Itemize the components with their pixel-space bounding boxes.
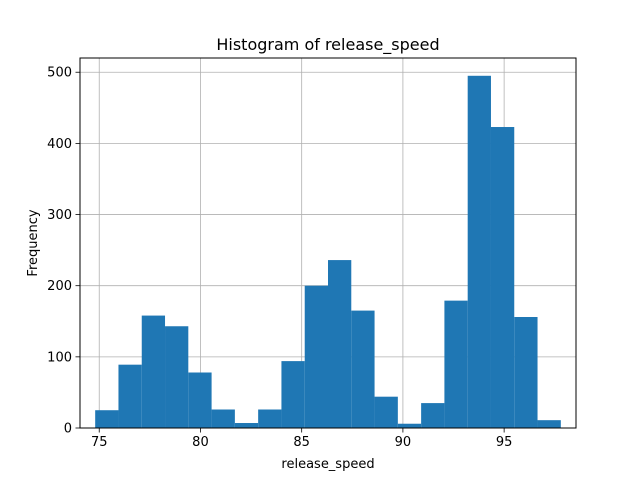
histogram-bar (118, 365, 141, 428)
histogram-bar (95, 410, 118, 428)
histogram-bar (165, 326, 188, 428)
x-tick-label: 90 (395, 435, 412, 450)
chart-title: Histogram of release_speed (216, 35, 439, 55)
histogram-bar (142, 316, 165, 428)
y-tick-label: 400 (47, 137, 72, 152)
histogram-bar (375, 397, 398, 428)
histogram-bar (538, 420, 561, 428)
histogram-bar (421, 403, 444, 428)
y-axis-label: Frequency (26, 209, 41, 276)
y-tick-label: 100 (47, 350, 72, 365)
histogram-bar (398, 424, 421, 428)
histogram-bar (235, 423, 258, 428)
histogram-bar (491, 127, 514, 428)
y-tick-label: 500 (47, 66, 72, 81)
x-axis-label: release_speed (281, 457, 374, 472)
x-tick-label: 75 (91, 435, 108, 450)
histogram-bar (328, 260, 351, 428)
histogram-bar (444, 301, 467, 428)
histogram-bar (351, 311, 374, 428)
histogram-bar (188, 373, 211, 429)
histogram-bar (212, 410, 235, 429)
histogram-bar (468, 76, 491, 428)
y-tick-label: 200 (47, 279, 72, 294)
histogram-bar (514, 317, 537, 428)
x-tick-label: 95 (496, 435, 513, 450)
x-tick-label: 80 (192, 435, 209, 450)
histogram-bar (281, 361, 304, 428)
histogram-bar (305, 286, 328, 428)
histogram-bar (258, 410, 281, 429)
y-tick-label: 0 (64, 422, 72, 437)
y-tick-label: 300 (47, 208, 72, 223)
x-tick-label: 85 (293, 435, 310, 450)
